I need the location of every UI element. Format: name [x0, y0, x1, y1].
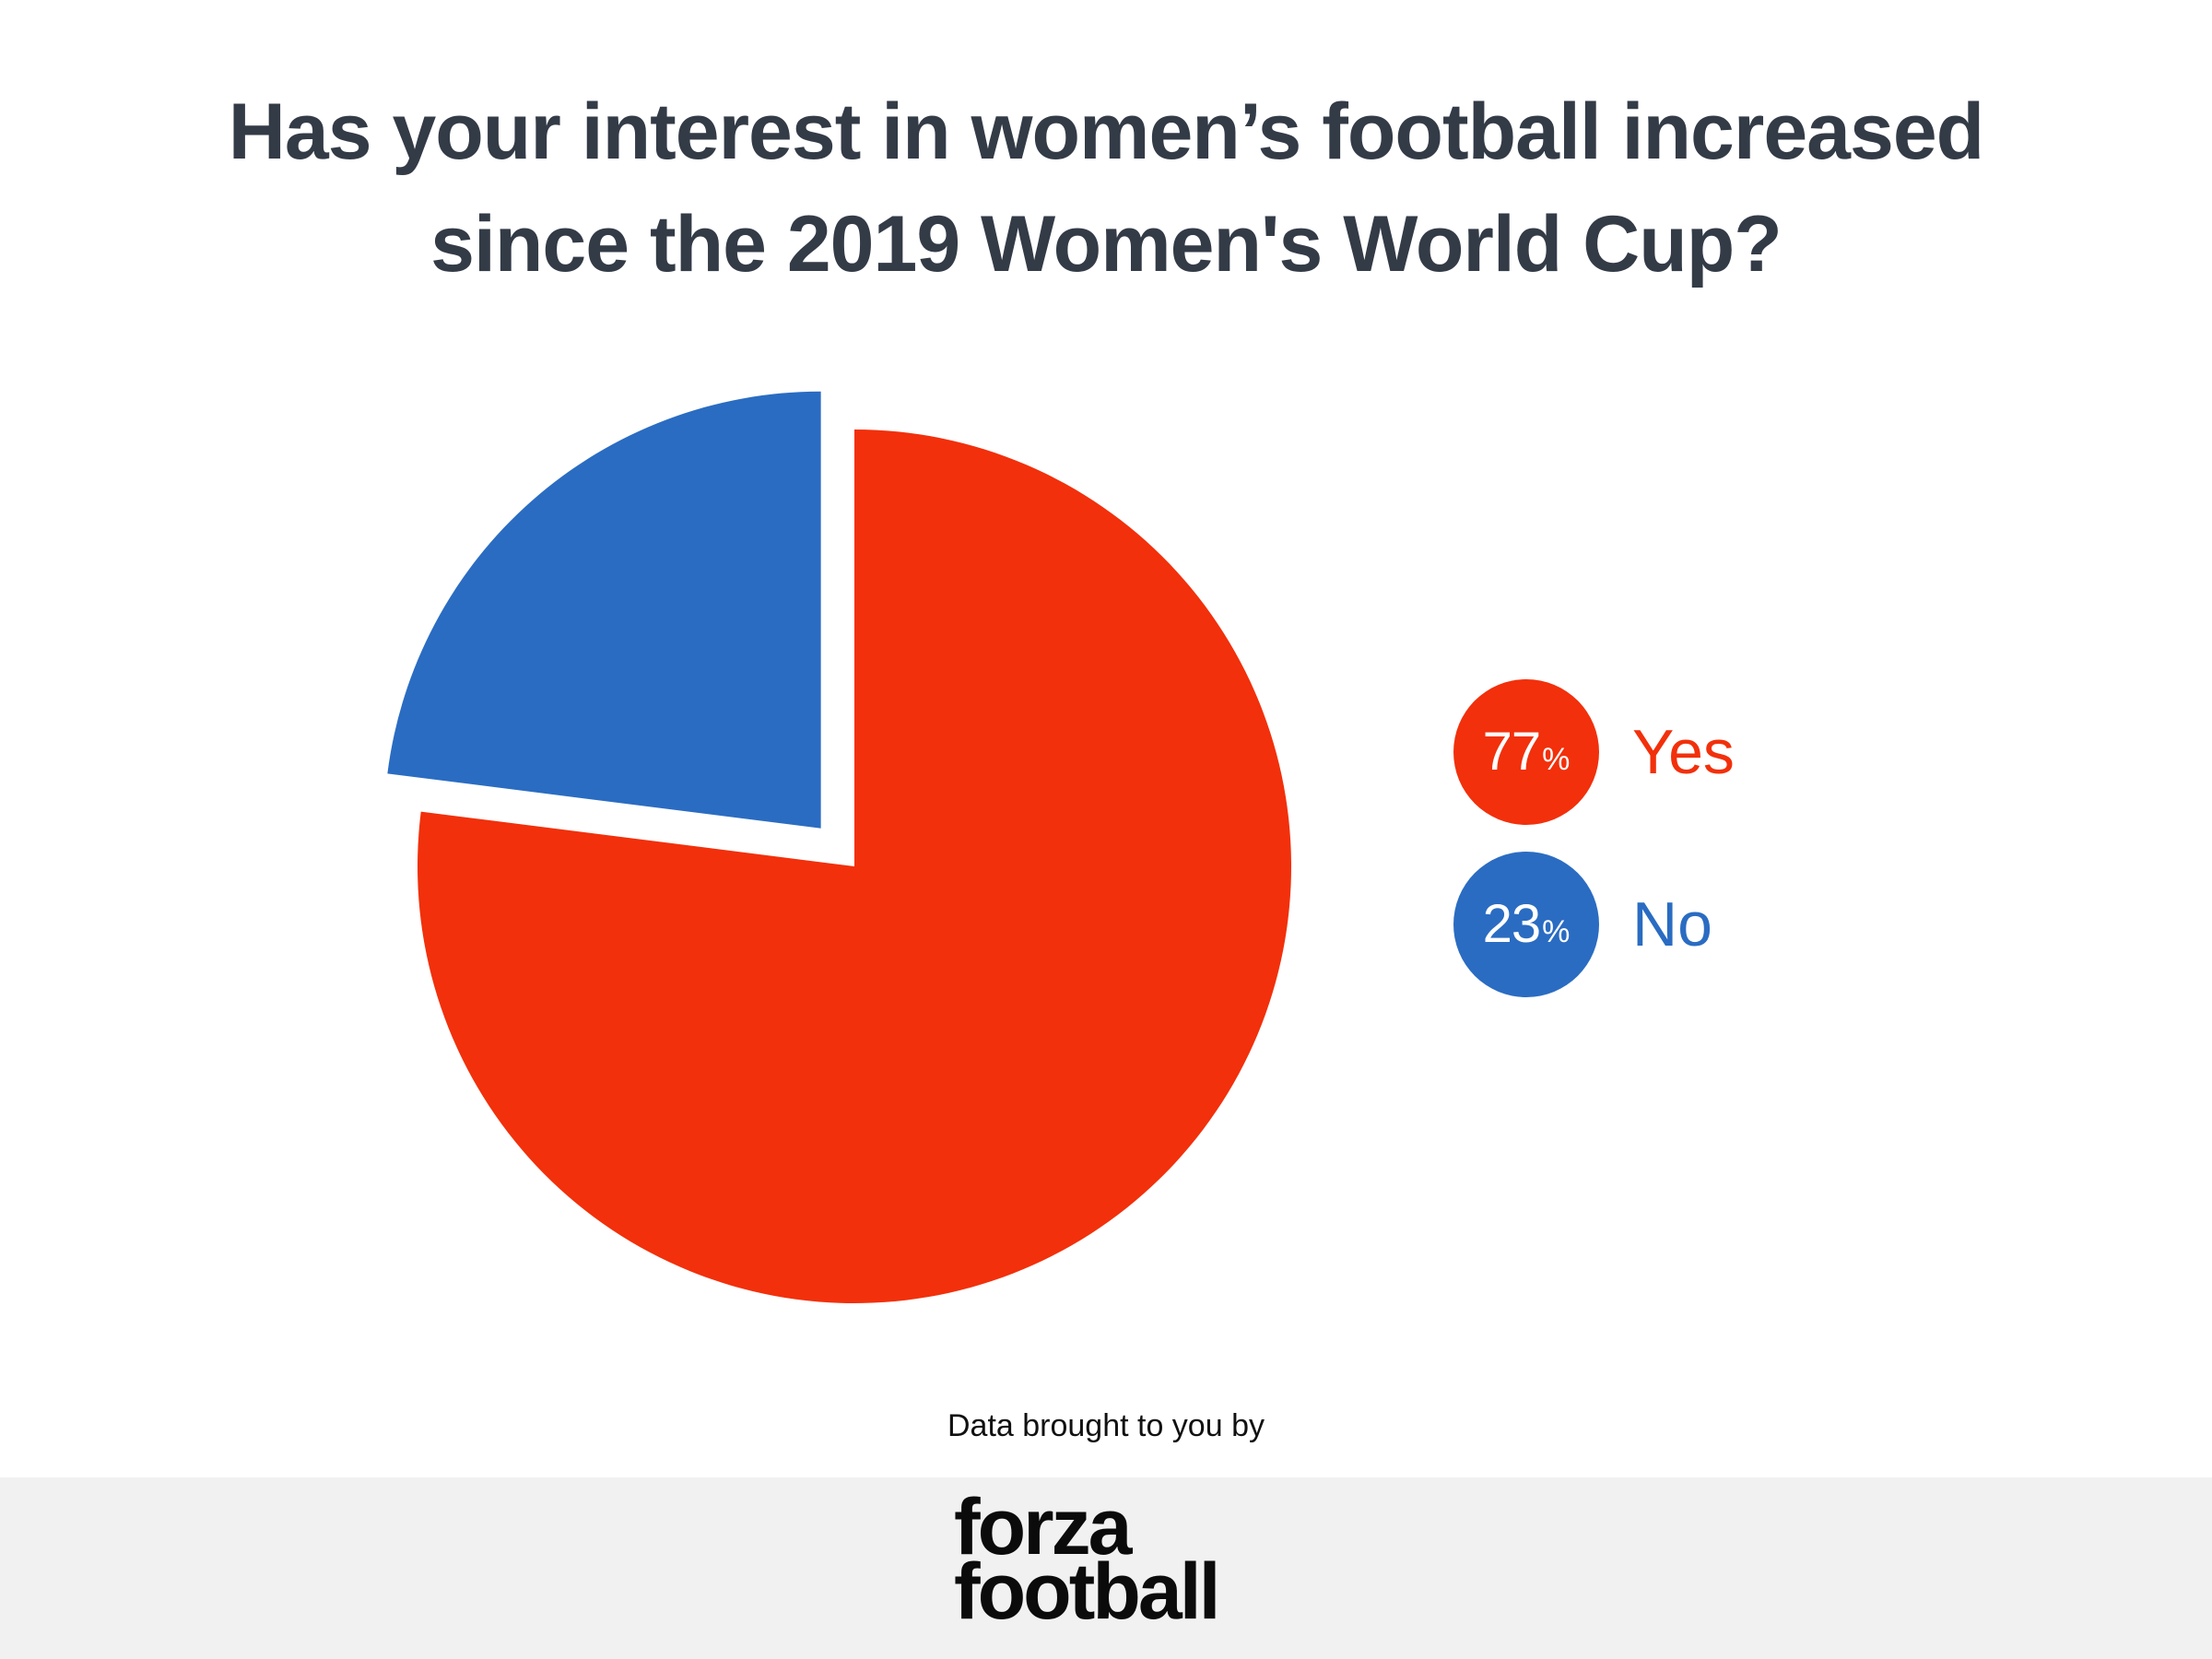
chart-title: Has your interest in women’s football in…: [92, 76, 2120, 300]
chart-title-line-1: Has your interest in women’s football in…: [228, 88, 1984, 176]
data-credit-text: Data brought to you by: [947, 1408, 1265, 1443]
pie-slice-yes: [418, 429, 1292, 1303]
chart-title-line-2: since the 2019 Women's World Cup?: [430, 200, 1783, 288]
legend-value-yes: 77: [1482, 722, 1542, 782]
legend-value-no: 23: [1482, 894, 1542, 954]
legend-label-yes: Yes: [1632, 717, 1735, 787]
legend-item-no: 23% No: [1453, 852, 1841, 999]
legend-badge-no: 23%: [1453, 852, 1599, 997]
legend-badge-yes: 77%: [1453, 679, 1599, 825]
legend-unit-yes: %: [1542, 742, 1571, 777]
legend-unit-no: %: [1542, 914, 1571, 949]
pie-slice-no: [387, 391, 821, 829]
forza-football-logo: forza football: [954, 1483, 1220, 1636]
footer-band: [0, 1477, 2212, 1659]
logo-line-1: forza: [954, 1483, 1132, 1571]
logo-line-2: football: [954, 1547, 1220, 1636]
legend-label-no: No: [1632, 889, 1712, 959]
legend-item-yes: 77% Yes: [1453, 679, 1841, 827]
